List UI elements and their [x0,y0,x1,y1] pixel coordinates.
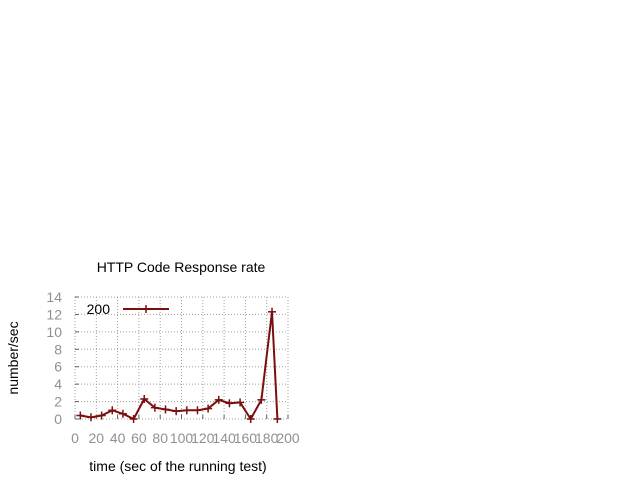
y-tick-label: 6 [54,359,62,375]
series-200 [76,308,281,423]
data-point [257,396,265,404]
y-tick-label: 2 [54,394,62,410]
x-tick-label: 120 [191,430,215,446]
x-tick-label: 100 [170,430,194,446]
x-axis-label: time (sec of the running test) [89,458,266,474]
legend-label: 200 [87,301,111,317]
y-axis-label: number/sec [5,321,21,394]
x-tick-label: 20 [89,430,105,446]
chart-title: HTTP Code Response rate [97,259,266,275]
data-point [172,407,180,415]
y-tick-label: 4 [54,376,62,392]
x-tick-label: 60 [131,430,147,446]
y-tick-label: 12 [46,306,62,322]
data-point [130,415,138,423]
data-point [87,413,95,421]
data-point [273,415,281,423]
data-point [76,412,84,420]
data-point [193,406,201,414]
y-tick-label: 8 [54,341,62,357]
x-tick-label: 0 [71,430,79,446]
data-point [183,406,191,414]
data-point [119,410,127,418]
y-tick-label: 0 [54,411,62,427]
x-tick-label: 140 [212,430,236,446]
x-tick-label: 40 [110,430,126,446]
y-tick-label: 14 [46,289,62,305]
x-tick-label: 200 [276,430,300,446]
legend-swatch-marker [142,305,150,313]
data-point [108,406,116,414]
data-point [98,412,106,420]
data-point [268,308,276,316]
x-tick-label: 160 [234,430,258,446]
x-tick-label: 80 [152,430,168,446]
y-tick-label: 10 [46,324,62,340]
x-tick-label: 180 [255,430,279,446]
data-point [225,399,233,407]
series-line [80,312,277,419]
data-point [162,405,170,413]
